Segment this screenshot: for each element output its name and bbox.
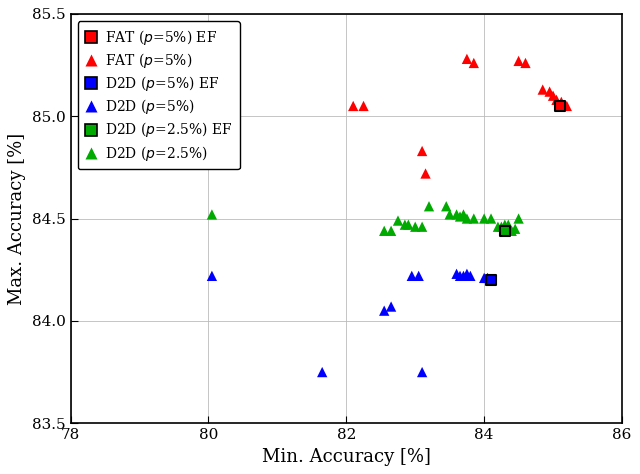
Point xyxy=(403,221,413,228)
Point xyxy=(468,215,479,222)
Y-axis label: Max. Accuracy [%]: Max. Accuracy [%] xyxy=(8,132,26,305)
Point xyxy=(520,59,531,67)
Point xyxy=(207,210,217,218)
Point xyxy=(207,272,217,280)
Point xyxy=(510,225,520,233)
X-axis label: Min. Accuracy [%]: Min. Accuracy [%] xyxy=(262,447,431,465)
Point xyxy=(555,102,565,110)
Point xyxy=(393,217,403,224)
Point xyxy=(417,368,428,376)
Point xyxy=(462,55,472,63)
Point xyxy=(413,272,424,280)
Point xyxy=(455,272,465,280)
Point xyxy=(500,221,510,228)
Point xyxy=(400,221,410,228)
Point xyxy=(556,98,566,106)
Point xyxy=(204,102,214,110)
Point xyxy=(379,227,389,235)
Point xyxy=(317,368,327,376)
Point xyxy=(538,86,548,93)
Point xyxy=(417,223,428,230)
Point xyxy=(545,88,555,95)
Point xyxy=(445,210,455,218)
Point xyxy=(503,221,513,228)
Point xyxy=(462,215,472,222)
Point xyxy=(507,227,517,235)
Point xyxy=(562,102,572,110)
Point xyxy=(406,272,417,280)
Point xyxy=(552,96,562,104)
Point xyxy=(496,223,506,230)
Point xyxy=(483,274,493,282)
Point xyxy=(417,147,428,155)
Point xyxy=(441,202,451,210)
Point xyxy=(410,223,420,230)
Point xyxy=(486,276,496,284)
Point xyxy=(379,307,389,314)
Point xyxy=(513,57,524,65)
Point xyxy=(493,223,503,230)
Point xyxy=(479,215,489,222)
Point xyxy=(486,276,496,284)
Point xyxy=(358,102,369,110)
Point xyxy=(513,215,524,222)
Point xyxy=(451,210,461,218)
Point xyxy=(458,210,468,218)
Point xyxy=(424,202,434,210)
Point xyxy=(468,59,479,67)
Point xyxy=(479,274,489,282)
Point xyxy=(465,272,476,280)
Point xyxy=(486,215,496,222)
Point xyxy=(548,92,558,100)
Point xyxy=(386,227,396,235)
Point xyxy=(348,102,358,110)
Point xyxy=(455,213,465,220)
Point xyxy=(458,272,468,280)
Point xyxy=(462,270,472,278)
Point xyxy=(386,303,396,310)
Legend: FAT ($p$=5%) EF, FAT ($p$=5%), D2D ($p$=5%) EF, D2D ($p$=5%), D2D ($p$=2.5%) EF,: FAT ($p$=5%) EF, FAT ($p$=5%), D2D ($p$=… xyxy=(77,21,240,170)
Point xyxy=(500,227,510,235)
Point xyxy=(451,270,461,278)
Point xyxy=(420,170,431,177)
